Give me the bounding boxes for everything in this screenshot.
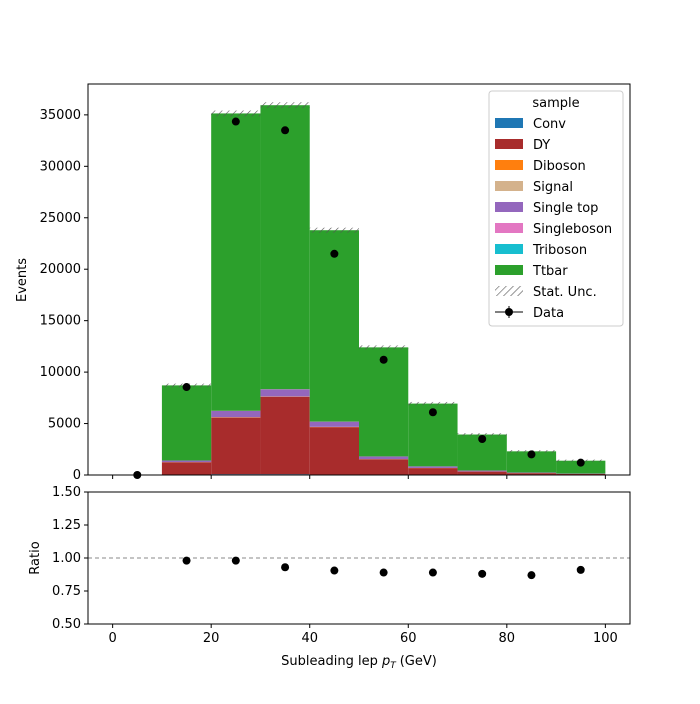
- bar-single-top: [359, 457, 408, 460]
- main-y-axis-label: Events: [15, 258, 30, 302]
- x-axis-label-var: p: [381, 654, 390, 669]
- legend-swatch: [495, 265, 523, 275]
- ratio-point: [577, 566, 585, 574]
- bar-dy: [458, 472, 507, 475]
- legend-swatch: [495, 118, 523, 128]
- bar-dy: [359, 459, 408, 474]
- legend-label: Stat. Unc.: [533, 285, 597, 300]
- legend-label: Conv: [533, 117, 566, 132]
- data-point: [183, 383, 191, 391]
- ratio-point: [527, 571, 535, 579]
- data-point: [281, 126, 289, 134]
- legend-swatch: [495, 244, 523, 254]
- legend-swatch: [495, 223, 523, 233]
- bar-single-top: [408, 466, 457, 468]
- bar-single-top: [458, 471, 507, 472]
- ratio-point: [330, 567, 338, 575]
- legend-swatch: [495, 181, 523, 191]
- y-tick-label: 30000: [40, 159, 81, 174]
- ratio-y-tick-label: 0.50: [52, 617, 81, 632]
- data-point: [330, 250, 338, 258]
- stat-unc-band: [211, 110, 260, 116]
- legend-swatch: [495, 202, 523, 212]
- legend-label: Data: [533, 306, 564, 321]
- y-tick-label: 10000: [40, 365, 81, 380]
- bar-single-top: [310, 422, 359, 427]
- data-point: [527, 450, 535, 458]
- x-tick-label: 40: [301, 631, 318, 646]
- bar-ttbar: [211, 113, 260, 410]
- ratio-y-tick-label: 1.50: [52, 485, 81, 500]
- ratio-points: [183, 557, 585, 580]
- x-tick-label: 20: [203, 631, 220, 646]
- data-point: [380, 356, 388, 364]
- ratio-y-axis-label: Ratio: [28, 541, 43, 574]
- ratio-y-tick-label: 0.75: [52, 584, 81, 599]
- y-tick-label: 15000: [40, 314, 81, 329]
- bar-ttbar: [310, 230, 359, 421]
- main-x-ticks: [113, 475, 606, 479]
- legend-swatch-stat-unc: [495, 286, 523, 296]
- x-axis-label-text: Subleading lep: [281, 654, 378, 669]
- x-axis-label: Subleading lep pT(GeV): [281, 654, 437, 671]
- x-tick-label: 60: [400, 631, 417, 646]
- stat-unc-band: [408, 402, 457, 405]
- ratio-plot-frame: [88, 492, 630, 624]
- bar-dy: [211, 418, 260, 475]
- x-tick-label: 80: [499, 631, 516, 646]
- stat-unc-band: [359, 345, 408, 349]
- y-tick-label: 5000: [48, 417, 81, 432]
- ratio-y-tick-label: 1.25: [52, 518, 81, 533]
- bar-single-top: [507, 473, 556, 474]
- y-tick-label: 25000: [40, 211, 81, 226]
- main-y-ticks: 0 5000 10000 15000 20000 25000 30000 35000: [40, 108, 88, 483]
- ratio-y-tick-label: 1.00: [52, 551, 81, 566]
- legend-label: Ttbar: [532, 264, 568, 279]
- legend-swatch: [495, 160, 523, 170]
- ratio-point: [232, 557, 240, 565]
- ratio-point: [429, 569, 437, 577]
- x-axis-label-sub: T: [390, 661, 397, 671]
- data-point: [429, 408, 437, 416]
- stat-unc-band: [260, 102, 309, 108]
- data-point: [577, 459, 585, 467]
- ratio-y-ticks: 0.50 0.75 1.00 1.25 1.50: [52, 485, 88, 632]
- legend-swatch: [495, 139, 523, 149]
- bar-dy: [260, 397, 309, 474]
- legend-data-marker: [505, 308, 513, 316]
- ratio-point: [478, 570, 486, 578]
- stat-unc-band: [310, 228, 359, 233]
- legend-label: Triboson: [532, 243, 587, 258]
- x-tick-label: 0: [108, 631, 116, 646]
- x-tick-label: 100: [593, 631, 618, 646]
- bar-ttbar: [162, 385, 211, 460]
- legend-label: DY: [533, 138, 550, 153]
- bar-single-top: [260, 389, 309, 396]
- legend-title: sample: [532, 96, 579, 111]
- legend-label: Signal: [533, 180, 573, 195]
- legend-label: Single top: [533, 201, 598, 216]
- bar-single-top: [211, 411, 260, 417]
- data-point: [232, 118, 240, 126]
- legend-label: Diboson: [533, 159, 586, 174]
- data-point: [478, 435, 486, 443]
- bar-dy: [162, 462, 211, 474]
- bar-single-top: [162, 461, 211, 463]
- x-axis-label-unit: (GeV): [400, 654, 437, 669]
- legend-label: Singleboson: [533, 222, 612, 237]
- y-tick-label: 0: [73, 468, 81, 483]
- bar-dy: [310, 427, 359, 474]
- ratio-point: [380, 569, 388, 577]
- legend: sample Conv DY Diboson Signal Single top Sing…: [489, 91, 623, 326]
- y-tick-label: 20000: [40, 262, 81, 277]
- ratio-x-ticks: 0 20 40 60 80 100: [108, 624, 617, 646]
- y-tick-label: 35000: [40, 108, 81, 123]
- ratio-point: [183, 557, 191, 565]
- bar-dy: [408, 468, 457, 475]
- bar-ttbar: [260, 105, 309, 389]
- ratio-point: [281, 563, 289, 571]
